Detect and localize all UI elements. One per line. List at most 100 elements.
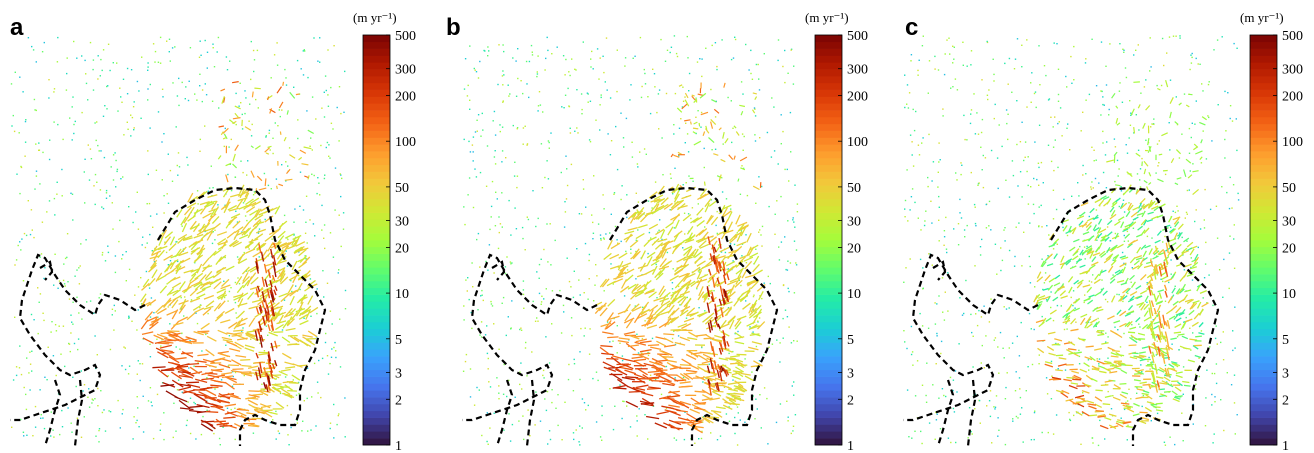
vector-dot [966, 139, 968, 141]
vector-dot [283, 214, 286, 217]
vector-dot [1126, 400, 1129, 402]
vector-dot [539, 420, 542, 422]
vector-arrow [260, 404, 272, 409]
colorbar-band [363, 41, 390, 49]
colorbar-band [815, 253, 842, 261]
vector-dot [626, 194, 628, 196]
vector-dot [534, 320, 537, 322]
vector-dot [598, 78, 600, 80]
vector-dot [101, 69, 103, 72]
vector-dot [30, 313, 33, 316]
vector-arrow [226, 377, 238, 384]
vector-dot [906, 389, 909, 391]
vector-arrow [686, 312, 697, 317]
vector-arrow [654, 269, 662, 279]
vector-dot [516, 127, 519, 129]
vector-arrow [170, 276, 181, 282]
vector-dot [643, 68, 645, 71]
vector-arrow [259, 290, 269, 298]
vector-dot [774, 213, 776, 215]
vector-dot [285, 161, 287, 163]
vector-arrow [749, 307, 757, 316]
vector-arrow [258, 187, 267, 191]
vector-dot [1185, 316, 1187, 319]
vector-dot [1021, 121, 1023, 123]
vector-dot [340, 112, 342, 115]
vector-dot [527, 218, 530, 221]
vector-arrow [292, 234, 302, 241]
vector-dot [344, 289, 347, 292]
vector-dot [490, 216, 492, 218]
vector-dot [773, 150, 776, 152]
vector-dot [741, 165, 743, 167]
vector-arrow [1071, 255, 1079, 261]
vector-arrow [210, 379, 223, 384]
vector-arrow [232, 220, 241, 229]
vector-dot [71, 321, 73, 323]
vector-dot [1061, 135, 1063, 137]
vector-dot [522, 127, 525, 129]
vector-dot [1190, 349, 1192, 351]
vector-dot [136, 191, 138, 193]
vector-arrow [205, 275, 215, 281]
vector-dot [1088, 93, 1091, 96]
vector-dot [1169, 376, 1171, 378]
vector-arrow [273, 289, 277, 296]
vector-arrow [241, 227, 250, 236]
vector-arrow [721, 207, 728, 217]
colorbar-band [363, 123, 390, 131]
vector-dot [561, 106, 563, 108]
vector-dot [664, 60, 667, 62]
vector-arrow [1145, 105, 1151, 111]
colorbar-band [815, 431, 842, 439]
vector-dot [285, 77, 287, 79]
vector-dot [1106, 301, 1109, 303]
vector-arrow [733, 358, 744, 363]
vector-arrow [1193, 146, 1199, 151]
vector-arrow [1104, 395, 1112, 399]
vector-dot [642, 306, 644, 308]
vector-arrow [189, 220, 197, 230]
vector-dot [670, 46, 673, 48]
vector-arrow [168, 289, 179, 295]
vector-dot [297, 119, 299, 121]
vector-dot [759, 229, 761, 231]
vector-arrow [201, 264, 210, 273]
vector-arrow [146, 299, 157, 307]
vector-dot [921, 142, 923, 144]
vector-dot [914, 201, 916, 204]
vector-dot [302, 50, 304, 52]
vector-arrow [188, 206, 195, 216]
vector-dot [1120, 417, 1122, 419]
vector-dot [629, 99, 631, 101]
vector-dot [1231, 120, 1234, 122]
vector-dot [969, 122, 972, 125]
vector-dot [61, 195, 63, 197]
vector-arrow [1151, 205, 1159, 210]
vector-dot [589, 100, 592, 102]
vector-dot [232, 375, 234, 378]
vector-dot [480, 135, 482, 137]
vector-arrow [222, 127, 229, 134]
vector-arrow [255, 261, 259, 272]
vector-dot [1119, 82, 1121, 84]
vector-dot [482, 299, 484, 302]
vector-dot [485, 185, 488, 187]
vector-arrow [715, 406, 726, 410]
vector-dot [311, 96, 314, 98]
vector-dot [912, 165, 915, 167]
vector-dot [522, 92, 524, 95]
vector-dot [981, 238, 983, 241]
vector-dot [317, 177, 319, 179]
vector-dot [503, 50, 505, 53]
vector-dot [502, 101, 504, 103]
colorbar-band [363, 281, 390, 289]
vector-dot [970, 109, 973, 111]
vector-dot [320, 396, 322, 399]
colorbar-tick-label: 3 [847, 367, 854, 382]
vector-dot [1104, 298, 1107, 301]
vector-dot [538, 263, 541, 266]
vector-arrow [638, 354, 650, 360]
vector-dot [546, 36, 548, 39]
vector-dot [1098, 182, 1100, 184]
